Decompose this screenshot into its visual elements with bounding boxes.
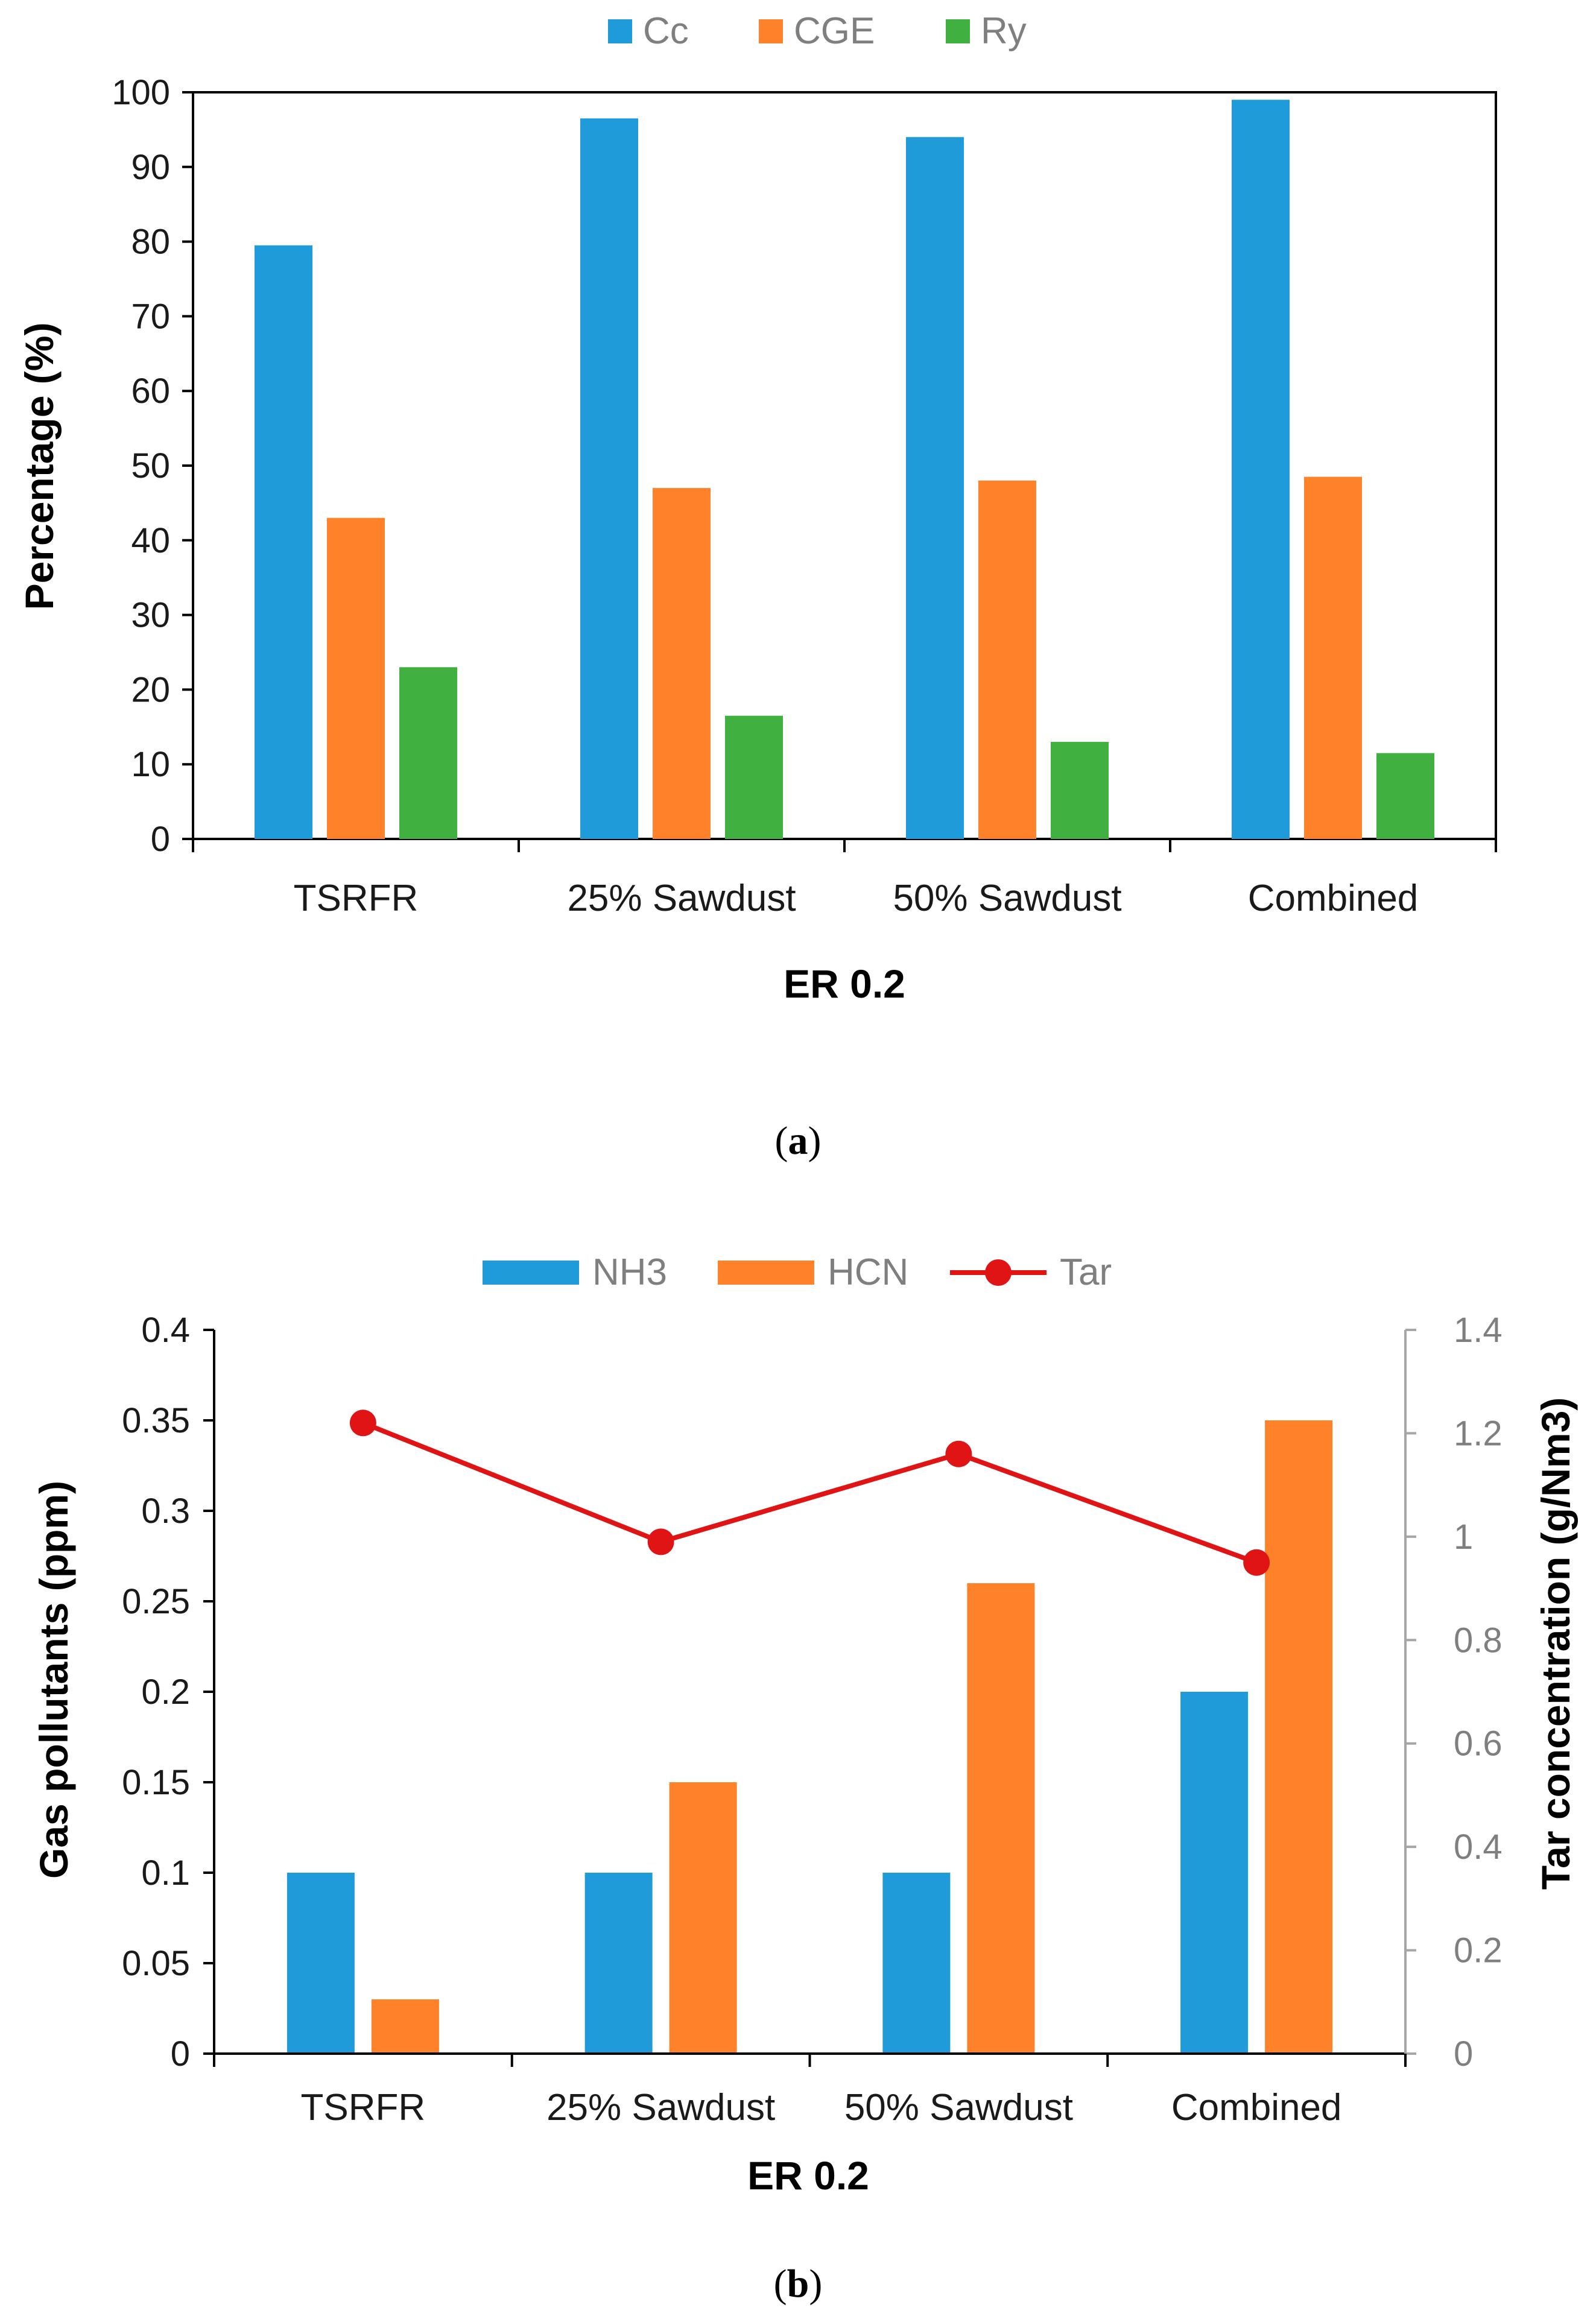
panel-b-y2-tick-label: 1.2 bbox=[1454, 1414, 1503, 1453]
panel-b-bar-hcn-25pct-sawdust bbox=[669, 1782, 737, 2054]
panel-b-bar-hcn-combined bbox=[1265, 1420, 1333, 2054]
panel-b-y-tick-label: 0.1 bbox=[141, 1853, 190, 1893]
panel-a-y-tick-label: 0 bbox=[151, 820, 170, 859]
panel-b-bar-hcn-tsrfr bbox=[371, 1999, 439, 2054]
panel-a-bar-cc-25pct-sawdust bbox=[580, 118, 638, 840]
panel-b-chart: NH3 HCN Tar 00.050.10.150.20.250.30.350.40… bbox=[31, 1251, 1578, 2306]
panel-b-bar-hcn-50pct-sawdust bbox=[967, 1583, 1035, 2054]
panel-b-point-tar-25pct-sawdust bbox=[647, 1528, 674, 1555]
panel-b-y-tick-label: 0.4 bbox=[141, 1311, 190, 1350]
panel-a-bars bbox=[255, 100, 1434, 840]
panel-b-legend-swatch-nh3 bbox=[483, 1261, 579, 1285]
panel-a-x-tick-label-combined: Combined bbox=[1248, 878, 1419, 919]
panel-a-legend-label-cc: Cc bbox=[643, 10, 689, 52]
panel-b-x-tick-label-50pct-sawdust: 50% Sawdust bbox=[844, 2087, 1073, 2128]
panel-a-bar-cge-25pct-sawdust bbox=[653, 488, 711, 839]
panel-b-point-tar-tsrfr bbox=[349, 1410, 376, 1437]
panel-a-bar-cc-combined bbox=[1232, 100, 1290, 839]
panel-b-y2-tick-label: 0.8 bbox=[1454, 1621, 1503, 1660]
panel-a-y-axis-title: Percentage (%) bbox=[17, 323, 62, 610]
panel-b-tar-line bbox=[349, 1410, 1270, 1576]
panel-a-y-tick-label: 60 bbox=[131, 372, 170, 411]
panel-a-axes: 0 10 20 30 40 50 60 70 80 90 100 TSRFR 25% Sawdust 50… bbox=[112, 73, 1497, 919]
panel-b-y2-tick-label: 0.4 bbox=[1454, 1827, 1503, 1867]
panel-b-y2-tick-label: 1 bbox=[1454, 1517, 1473, 1557]
panel-a-x-tick-label-25pct-sawdust: 25% Sawdust bbox=[567, 878, 796, 919]
panel-b-x-tick-label-combined: Combined bbox=[1171, 2087, 1342, 2128]
panel-b-line-tar bbox=[362, 1420, 1258, 1565]
panel-b-legend-marker-tar bbox=[985, 1259, 1012, 1286]
panel-b-y-tick-label: 0.2 bbox=[141, 1672, 190, 1712]
panel-b-legend-label-nh3: NH3 bbox=[592, 1251, 667, 1293]
panel-a-y-tick-label: 90 bbox=[131, 148, 170, 187]
panel-b-legend: NH3 HCN Tar bbox=[483, 1251, 1112, 1293]
panel-a-bar-ry-tsrfr bbox=[399, 667, 457, 839]
panel-b-x-tick-label-tsrfr: TSRFR bbox=[301, 2087, 426, 2128]
panel-a-bar-cge-tsrfr bbox=[327, 517, 385, 839]
panel-a-legend: Cc CGE Ry bbox=[608, 10, 1027, 52]
panel-a-plot-frame bbox=[192, 91, 1497, 840]
panel-b-bar-nh3-25pct-sawdust bbox=[584, 1873, 653, 2054]
panel-a-caption-label: a bbox=[788, 1119, 808, 1163]
panel-b-y2-tick-label: 0 bbox=[1454, 2034, 1473, 2074]
panel-a-chart: Cc CGE Ry 0 10 20 30 40 50 60 70 80 90 100 TSRFR 25% S… bbox=[17, 10, 1497, 1163]
panel-b-y-tick-label: 0.05 bbox=[122, 1944, 190, 1983]
panel-b-x-axis-title: ER 0.2 bbox=[747, 2153, 869, 2198]
panel-b-caption-label: b bbox=[787, 2262, 809, 2306]
panel-b-y-tick-label: 0.25 bbox=[122, 1582, 190, 1621]
panel-b-bars bbox=[287, 1420, 1333, 2054]
panel-b-y-tick-label: 0.35 bbox=[122, 1401, 190, 1440]
panel-b-bar-nh3-tsrfr bbox=[287, 1873, 355, 2054]
panel-b-legend-swatch-hcn bbox=[718, 1261, 814, 1285]
panel-b-point-tar-50pct-sawdust bbox=[945, 1440, 972, 1467]
panel-a-y-tick-label: 30 bbox=[131, 596, 170, 635]
panel-b-y2-tick-label: 0.6 bbox=[1454, 1724, 1503, 1764]
panel-b-x-tick-label-25pct-sawdust: 25% Sawdust bbox=[546, 2087, 775, 2128]
panel-a-y-tick-label: 40 bbox=[131, 521, 170, 560]
panel-b-y-tick-label: 0 bbox=[171, 2034, 190, 2074]
panel-a-y-tick-label: 20 bbox=[131, 670, 170, 709]
panel-a-y-tick-label: 80 bbox=[131, 223, 170, 262]
panel-a-legend-label-cge: CGE bbox=[794, 10, 875, 52]
panel-b-y-tick-label: 0.3 bbox=[141, 1492, 190, 1531]
panel-a-y-tick-label: 50 bbox=[131, 446, 170, 486]
panel-b-y-tick-label: 0.15 bbox=[122, 1763, 190, 1802]
panel-b-y2-tick-label: 0.2 bbox=[1454, 1931, 1503, 1970]
panel-a-x-tick-label-50pct-sawdust: 50% Sawdust bbox=[893, 878, 1121, 919]
panel-a-y-tick-label: 70 bbox=[131, 297, 170, 336]
panel-b-legend-label-tar: Tar bbox=[1060, 1251, 1112, 1293]
panel-a-legend-swatch-ry bbox=[946, 19, 970, 43]
panel-a-bar-ry-25pct-sawdust bbox=[725, 715, 783, 839]
panel-b-y2-axis-title: Tar concentration (g/Nm3) bbox=[1533, 1397, 1578, 1890]
panel-b-point-tar-combined bbox=[1243, 1549, 1270, 1576]
panel-a-x-axis-title: ER 0.2 bbox=[784, 961, 905, 1006]
panel-a-bar-ry-50pct-sawdust bbox=[1051, 742, 1109, 839]
panel-b-y2-tick-label: 1.4 bbox=[1454, 1311, 1503, 1350]
panel-b-caption: (b) bbox=[774, 2262, 823, 2306]
panel-a-bar-cc-50pct-sawdust bbox=[906, 137, 964, 839]
panel-a-legend-label-ry: Ry bbox=[981, 10, 1027, 52]
panel-b-bar-nh3-50pct-sawdust bbox=[882, 1873, 951, 2054]
panel-a-x-tick-label-tsrfr: TSRFR bbox=[294, 878, 419, 919]
panel-b-bar-nh3-combined bbox=[1180, 1692, 1249, 2054]
panel-b-axes: 0 0.05 0.1 0.15 0.2 0.25 0.3 0.35 0.4 0 0.2 0.4 0.6 0… bbox=[122, 1311, 1503, 2128]
panel-a-bar-cc-tsrfr bbox=[255, 245, 312, 839]
panel-a-bar-ry-combined bbox=[1376, 753, 1434, 839]
panel-a-legend-swatch-cc bbox=[608, 19, 632, 43]
panel-a-bar-cge-combined bbox=[1304, 476, 1362, 839]
panel-a-legend-swatch-cge bbox=[759, 19, 783, 43]
panel-a-y-tick-label: 100 bbox=[112, 73, 170, 112]
panel-a-bar-cge-50pct-sawdust bbox=[978, 480, 1036, 839]
panel-a-caption: (a) bbox=[775, 1119, 822, 1163]
panel-a-y-tick-label: 10 bbox=[131, 745, 170, 784]
panel-b-y-axis-title: Gas pollutants (ppm) bbox=[31, 1481, 76, 1879]
panel-b-legend-label-hcn: HCN bbox=[828, 1251, 908, 1293]
